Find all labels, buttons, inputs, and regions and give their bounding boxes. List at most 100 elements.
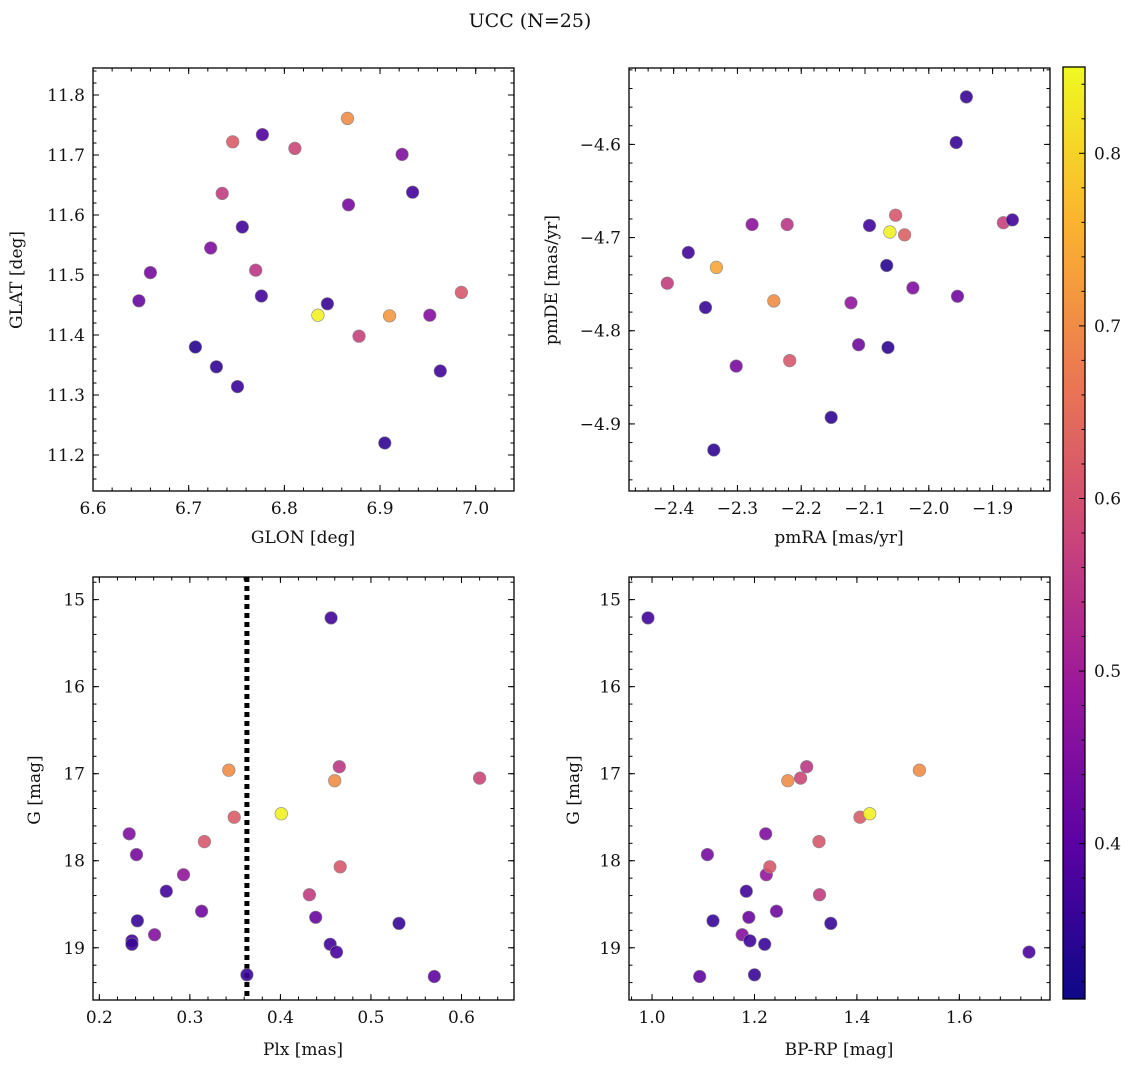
data-point: [743, 934, 757, 948]
data-point: [235, 220, 249, 234]
panel-bprp-g-frame: [628, 576, 1051, 1001]
x-tick-label: −2.2: [781, 499, 822, 519]
y-tick-label: 19: [599, 939, 621, 959]
data-point: [230, 380, 245, 394]
colorbar-tick-label: 0.6: [1094, 489, 1121, 509]
data-point: [176, 868, 191, 882]
data-point: [129, 847, 144, 862]
y-tick-label: 17: [63, 765, 85, 785]
x-tick-label: 0.5: [357, 1008, 384, 1028]
data-point: [781, 774, 795, 788]
x-tick-label: −2.4: [653, 499, 694, 519]
data-point: [255, 128, 270, 142]
x-tick-label: −2.0: [908, 499, 949, 519]
colorbar-tick-label: 0.4: [1094, 835, 1121, 855]
data-point: [159, 884, 173, 898]
data-point: [130, 914, 144, 928]
x-axis-label: Plx [mas]: [263, 1040, 343, 1060]
x-tick-label: 6.6: [79, 499, 106, 519]
data-point: [769, 904, 784, 918]
x-tick-label: 1.0: [639, 1008, 666, 1028]
data-point: [747, 968, 762, 982]
panel-bprp-g: 1.0 1.2 1.4 1.6 15 16 17 18 19 BP-RP [mag] G [ma…: [564, 576, 1051, 1060]
x-tick-label: −1.9: [972, 499, 1013, 519]
data-point: [897, 228, 912, 242]
x-axis-label: BP-RP [mag]: [785, 1040, 894, 1060]
data-point: [881, 340, 895, 355]
y-axis-label: G [mag]: [25, 755, 45, 824]
data-point: [240, 968, 254, 982]
colorbar-tick-label: 0.5: [1094, 662, 1121, 682]
x-tick-label: 6.8: [271, 499, 298, 519]
data-point: [249, 263, 263, 277]
data-point: [1005, 213, 1020, 227]
data-point: [709, 260, 724, 275]
x-tick-label: 0.6: [448, 1008, 475, 1028]
y-tick-label: 16: [63, 678, 85, 698]
data-point: [812, 834, 826, 849]
data-point: [883, 225, 897, 239]
y-tick-label: 18: [599, 852, 621, 872]
data-point: [851, 338, 866, 352]
data-point: [959, 90, 974, 104]
y-tick-label: −4.7: [580, 229, 621, 249]
data-point: [328, 774, 342, 788]
data-point: [378, 436, 392, 450]
data-point: [288, 141, 302, 155]
y-tick-label: 11.8: [47, 86, 85, 106]
data-point: [352, 329, 366, 343]
data-point: [863, 807, 877, 821]
panel-plx-g: 0.2 0.3 0.4 0.5 0.6 15 16 17 18 19 Plx [mas] G [m…: [25, 576, 515, 1060]
data-point: [824, 916, 838, 931]
data-point: [204, 241, 218, 255]
colorbar-tick-label: 0.8: [1094, 144, 1121, 164]
data-point: [1022, 945, 1036, 959]
data-point: [641, 611, 655, 625]
data-point: [706, 914, 720, 928]
data-point: [950, 289, 965, 303]
data-point: [707, 443, 721, 457]
data-point: [742, 910, 756, 924]
panel-plx-g-ticks: [93, 577, 514, 1001]
x-tick-label: 6.7: [175, 499, 202, 519]
data-point: [188, 340, 202, 354]
y-tick-label: −4.9: [580, 415, 621, 435]
data-point: [880, 258, 894, 273]
panel-pmra-pmde-ticks: [629, 68, 1050, 491]
colorbar: 0.4 0.5 0.6 0.7 0.8: [1062, 66, 1121, 1000]
data-point: [392, 916, 406, 931]
panel-pmra-pmde-points: [660, 90, 1020, 457]
y-tick-label: 15: [63, 591, 85, 611]
panel-glon-glat-points: [132, 111, 469, 450]
data-point: [309, 910, 323, 924]
x-tick-label: 1.4: [843, 1008, 870, 1028]
data-point: [780, 217, 794, 232]
x-tick-label: −2.3: [717, 499, 758, 519]
data-point: [759, 827, 773, 841]
y-tick-label: 11.2: [47, 446, 85, 466]
data-point: [660, 276, 674, 290]
y-tick-label: 11.7: [47, 146, 85, 166]
y-axis-label: pmDE [mas/yr]: [542, 215, 562, 345]
data-point: [758, 937, 772, 951]
panel-plx-g-frame: [92, 576, 515, 1001]
data-point: [226, 135, 240, 149]
data-point: [122, 827, 136, 841]
panel-pmra-pmde: −2.4 −2.3 −2.2 −2.1 −2.0 −1.9 −4.9 −4.8 −4.7 −4.6…: [542, 67, 1051, 548]
data-point: [227, 810, 241, 824]
y-tick-label: 16: [599, 678, 621, 698]
y-tick-label: 18: [63, 852, 85, 872]
y-tick-label: 19: [63, 939, 85, 959]
data-point: [824, 410, 838, 425]
x-tick-label: 0.2: [86, 1008, 113, 1028]
panel-glon-glat-ticks: [92, 68, 515, 492]
colorbar-gradient: [1063, 67, 1085, 999]
x-tick-label: 1.2: [741, 1008, 768, 1028]
x-tick-label: 0.4: [267, 1008, 294, 1028]
y-tick-label: 11.4: [47, 326, 85, 346]
x-axis-label: pmRA [mas/yr]: [774, 528, 903, 548]
data-point: [329, 945, 344, 959]
y-tick-label: 11.6: [47, 206, 85, 226]
data-point: [324, 611, 338, 625]
data-point: [844, 296, 858, 310]
